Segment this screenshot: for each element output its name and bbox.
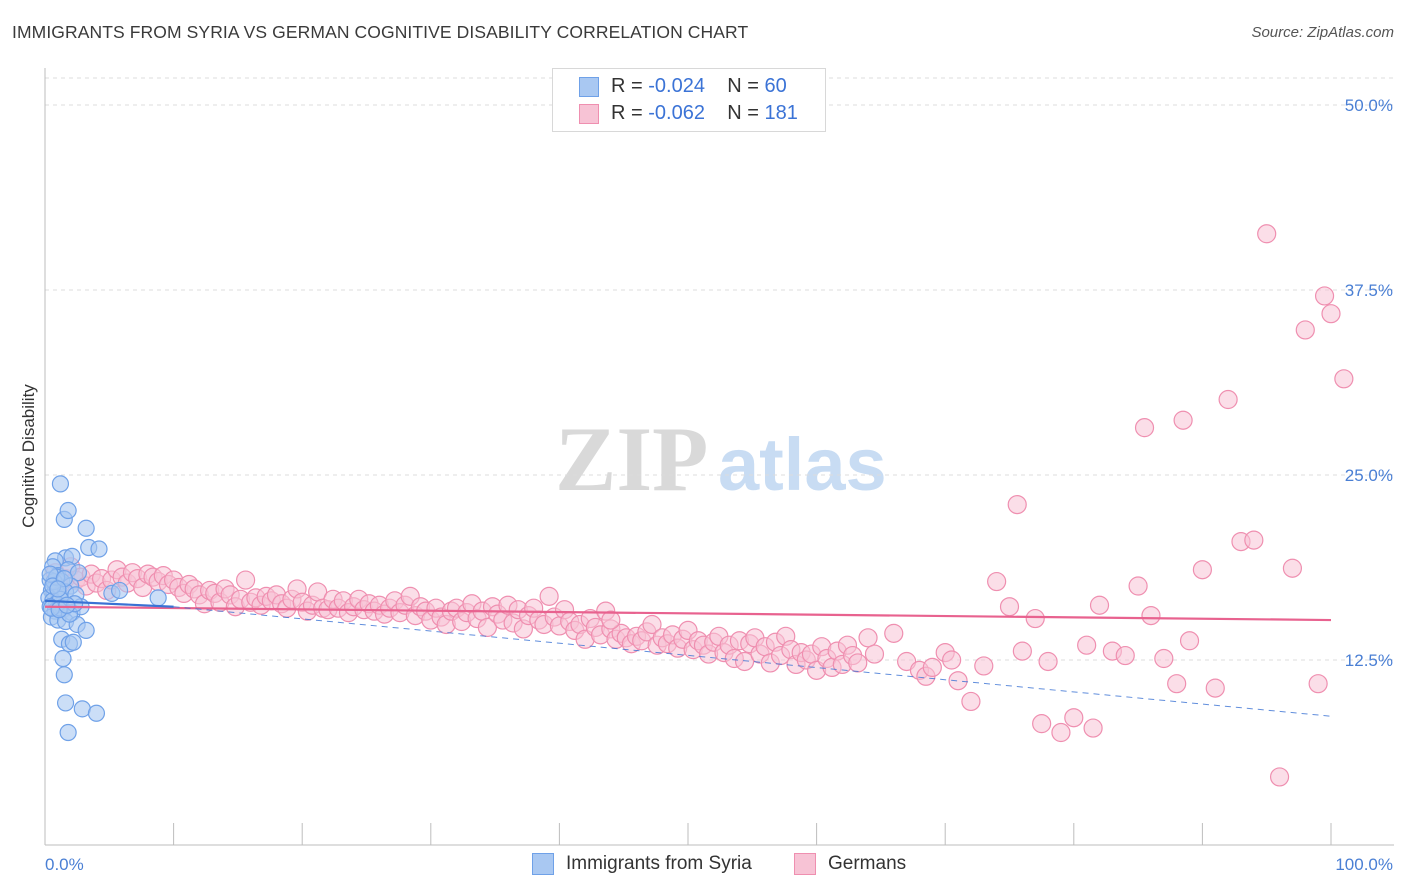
bottom-legend-swatch-blue	[532, 853, 554, 875]
germans-point	[948, 671, 968, 691]
germans-point	[1173, 410, 1193, 430]
legend-n-value: 60	[764, 75, 787, 97]
germans-point	[1012, 641, 1032, 661]
y-tick-label: 37.5%	[1345, 281, 1393, 300]
x-tick-label: 100.0%	[1335, 855, 1393, 874]
syria-trend-extension	[173, 606, 1332, 717]
germans-point	[1205, 678, 1225, 698]
stats-legend: R = -0.024 N = 60 R = -0.062 N = 181	[552, 68, 826, 132]
germans-point	[1269, 767, 1290, 787]
legend-swatch-blue	[579, 77, 599, 97]
germans-point	[1308, 674, 1328, 694]
legend-swatch-pink	[579, 104, 599, 124]
y-axis-label: Cognitive Disability	[19, 384, 38, 528]
germans-point	[1089, 595, 1110, 615]
legend-n-label: N =	[727, 75, 765, 97]
watermark-atlas: atlas	[718, 423, 887, 506]
germans-point	[1192, 560, 1213, 580]
germans-point	[1334, 369, 1354, 389]
germans-point	[1141, 605, 1161, 626]
syria-point	[59, 723, 77, 742]
germans-point	[1064, 708, 1084, 728]
germans-point	[734, 651, 755, 672]
germans-point	[864, 644, 885, 664]
germans-point	[1295, 320, 1315, 340]
y-tick-label: 12.5%	[1345, 651, 1393, 670]
germans-point	[1038, 651, 1058, 672]
germans-point	[1134, 418, 1155, 438]
germans-point	[1154, 648, 1174, 669]
germans-point	[1115, 645, 1135, 666]
germans-point	[1083, 718, 1103, 738]
germans-point	[848, 653, 868, 673]
germans-point	[1007, 495, 1027, 515]
germans-point	[1025, 608, 1045, 629]
germans-point	[987, 571, 1007, 592]
y-tick-label: 25.0%	[1345, 466, 1393, 485]
syria-point	[73, 700, 91, 718]
syria-trend-line	[44, 599, 174, 608]
syria-point	[64, 633, 82, 651]
germans-point	[1128, 576, 1148, 596]
germans-point	[942, 650, 962, 670]
legend-n-value: 181	[764, 102, 798, 124]
legend-r-value: -0.062	[648, 102, 705, 124]
germans-point	[1218, 389, 1238, 410]
germans-point	[1051, 722, 1071, 743]
germans-point	[1314, 286, 1335, 306]
syria-point	[77, 519, 95, 537]
chart-source: Source: ZipAtlas.com	[1251, 24, 1394, 41]
syria-point	[56, 694, 75, 712]
germans-point	[961, 691, 981, 712]
syria-point	[77, 621, 95, 640]
syria-point	[58, 596, 76, 614]
germans-point	[1179, 631, 1200, 651]
germans-point	[884, 623, 904, 643]
legend-n-label: N =	[727, 102, 765, 124]
germans-point	[1282, 558, 1303, 578]
legend-r-label: R =	[611, 102, 649, 124]
germans-point	[974, 656, 994, 676]
syria-point	[55, 666, 73, 684]
germans-point	[642, 614, 662, 635]
germans-point	[477, 617, 497, 638]
bottom-legend-swatch-pink	[794, 853, 816, 875]
syria-point	[59, 501, 77, 520]
germans-point	[1077, 635, 1097, 655]
y-tick-label: 50.0%	[1345, 96, 1393, 115]
syria-point	[110, 581, 129, 600]
germans-point	[999, 597, 1020, 617]
x-tick-label: 0.0%	[45, 855, 84, 874]
germans-point	[1032, 714, 1052, 734]
germans-point	[236, 570, 256, 590]
germans-point	[601, 610, 621, 630]
germans-point	[539, 586, 559, 606]
chart-title: IMMIGRANTS FROM SYRIA VS GERMAN COGNITIV…	[12, 22, 749, 42]
syria-point	[49, 580, 67, 598]
bottom-legend-label: Immigrants from Syria	[566, 853, 752, 874]
watermark-zip: ZIP	[555, 408, 708, 510]
legend-r-value: -0.024	[648, 75, 705, 97]
legend-r-label: R =	[611, 75, 649, 97]
syria-point	[87, 704, 106, 722]
germans-point	[858, 628, 878, 648]
syria-point	[54, 649, 72, 668]
syria-point	[90, 540, 108, 558]
germans-trend-line	[44, 605, 1332, 622]
germans-point	[922, 657, 942, 678]
germans-point	[1244, 530, 1264, 550]
germans-point	[1257, 224, 1277, 244]
bottom-legend-label: Germans	[828, 853, 907, 874]
germans-point	[1167, 674, 1187, 694]
syria-point	[51, 475, 70, 493]
syria-point	[149, 589, 167, 607]
germans-point	[1321, 304, 1341, 324]
